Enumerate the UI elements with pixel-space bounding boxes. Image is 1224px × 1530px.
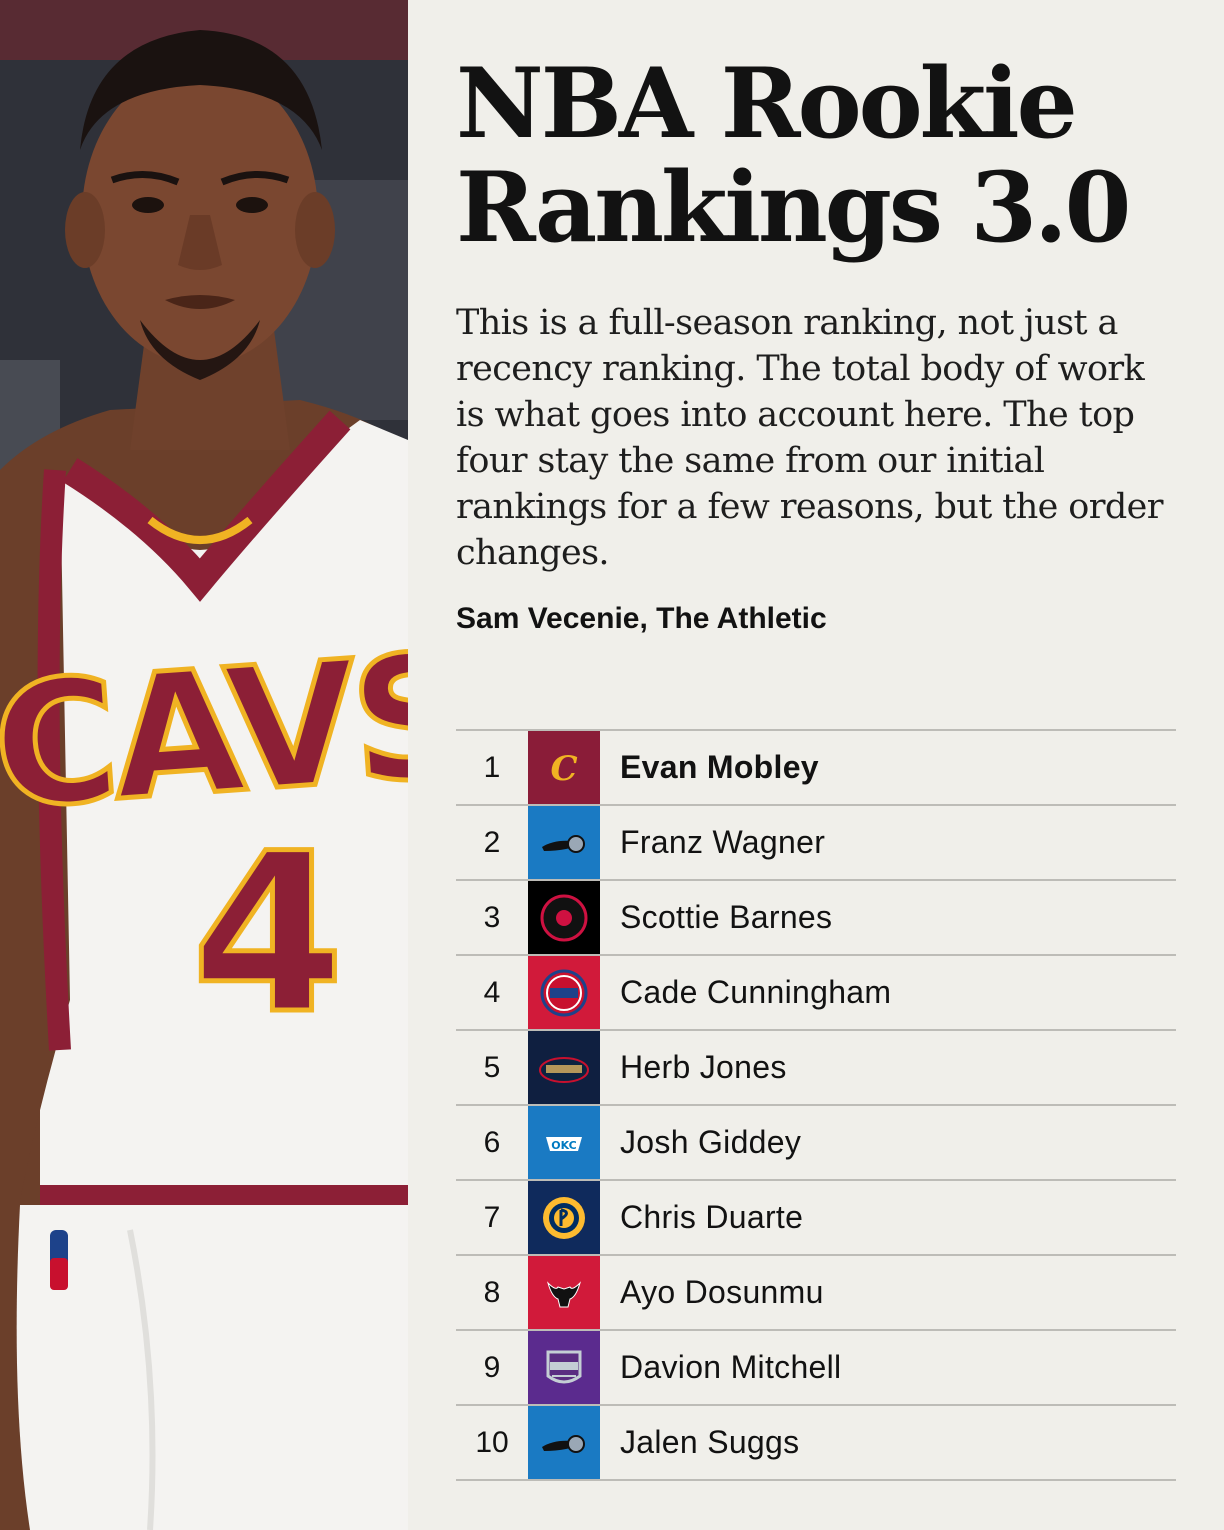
player-photo: CAVS 4 [0,0,408,1530]
ranking-row: 9 Davion Mitchell [456,1331,1176,1406]
raptors-logo-icon [528,881,600,954]
title-line-2: Rankings 3.0 [456,151,1131,264]
cavaliers-logo-icon: C [528,731,600,804]
ranking-row: 2 Franz Wagner [456,806,1176,881]
description: This is a full-season ranking, not just … [456,303,1164,573]
ranking-row: 6 OKC Josh Giddey [456,1106,1176,1181]
rank-number: 4 [483,975,501,1009]
ranking-row: 3 Scottie Barnes [456,881,1176,956]
svg-text:C: C [550,749,577,789]
magic-logo-icon [528,806,600,879]
ranking-row: 7 Chris Duarte [456,1181,1176,1256]
ranking-row: 4 Cade Cunningham [456,956,1176,1031]
player-name: Ayo Dosunmu [620,1274,824,1310]
player-name: Cade Cunningham [620,974,892,1010]
jersey-wordmark: CAVS [0,617,408,848]
magic-logo-icon [528,1406,600,1479]
player-name: Evan Mobley [620,749,819,785]
pistons-logo-icon [528,956,600,1029]
pacers-logo-icon [528,1181,600,1254]
rank-number: 3 [483,900,501,934]
rank-number: 9 [483,1350,501,1384]
svg-text:OKC: OKC [551,1139,576,1152]
ranking-row: 10 Jalen Suggs [456,1406,1176,1481]
rank-number: 8 [483,1275,501,1309]
player-name: Franz Wagner [620,824,826,860]
player-name: Scottie Barnes [620,899,833,935]
ranking-row: 5 Herb Jones [456,1031,1176,1106]
player-name: Chris Duarte [620,1199,804,1235]
pelicans-logo-icon [528,1031,600,1104]
player-name: Josh Giddey [620,1124,802,1160]
rank-number: 7 [483,1200,501,1234]
ranking-row: 1 C Evan Mobley [456,731,1176,806]
thunder-logo-icon: OKC [528,1106,600,1179]
rank-number: 1 [483,750,501,784]
player-name: Herb Jones [620,1049,787,1085]
rank-number: 5 [483,1050,501,1084]
page-title: NBA Rookie Rankings 3.0 [456,52,1176,260]
player-name: Davion Mitchell [620,1349,842,1385]
player-name: Jalen Suggs [620,1424,800,1460]
ranking-row: 8 Ayo Dosunmu [456,1256,1176,1331]
rank-number: 2 [483,825,501,859]
byline: Sam Vecenie, The Athletic [456,602,827,635]
player-illustration: CAVS 4 [0,0,408,1530]
rank-number: 10 [475,1425,509,1459]
bulls-logo-icon [528,1256,600,1329]
title-line-1: NBA Rookie [456,47,1078,160]
jersey-number: 4 [191,806,344,1062]
rank-number: 6 [483,1125,501,1159]
rankings-table: 1 C Evan Mobley 2 Franz Wagner 3 Scottie Barne… [456,729,1176,1481]
kings-logo-icon [528,1331,600,1404]
